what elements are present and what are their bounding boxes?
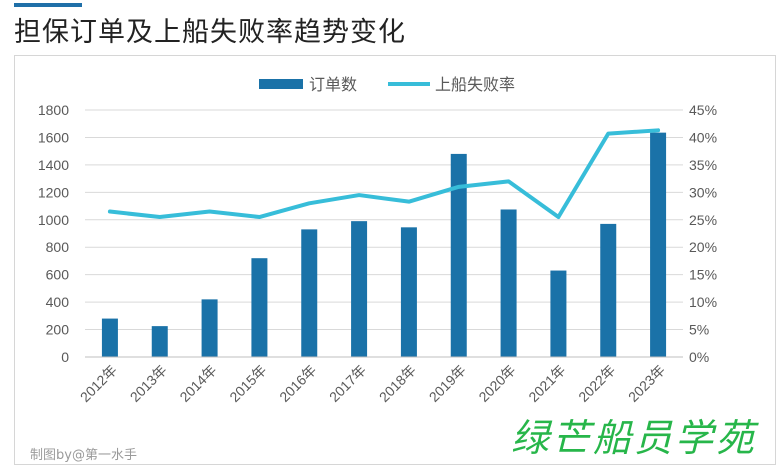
line-series xyxy=(107,128,661,220)
bar-series xyxy=(101,132,667,357)
y-left-tick-label: 400 xyxy=(46,294,70,310)
bar xyxy=(650,132,667,357)
watermark-text: 绿芒船员学苑 xyxy=(511,416,758,460)
x-tick-label: 2020年 xyxy=(475,362,518,405)
bar xyxy=(101,318,118,357)
title-accent-bar xyxy=(14,3,82,7)
combo-chart: 0 200 400 600 800 1000 1200 1400 1600 1800 0% 5% 10… xyxy=(38,75,717,405)
legend-label-line: 上船失败率 xyxy=(435,75,515,94)
gridlines xyxy=(85,109,683,331)
bar xyxy=(301,229,318,357)
legend[interactable]: 订单数 上船失败率 xyxy=(259,75,515,94)
bar xyxy=(251,258,268,357)
y-right-tick-label: 45% xyxy=(689,102,717,118)
x-tick-label: 2014年 xyxy=(176,362,219,405)
chart-area: 0 200 400 600 800 1000 1200 1400 1600 1800 0% 5% 10… xyxy=(14,55,776,465)
x-tick-label: 2013年 xyxy=(127,362,170,405)
x-tick-label: 2015年 xyxy=(226,362,269,405)
y-left-tick-label: 1000 xyxy=(38,212,69,228)
x-tick-label: 2016年 xyxy=(276,362,319,405)
y-left-tick-label: 1400 xyxy=(38,157,69,173)
y-left-tick-label: 1800 xyxy=(38,102,69,118)
x-tick-label: 2021年 xyxy=(525,362,568,405)
bar xyxy=(151,326,168,357)
bar xyxy=(500,209,517,357)
line-path xyxy=(107,128,661,220)
page-title: 担保订单及上船失败率趋势变化 xyxy=(14,17,406,48)
bar xyxy=(400,227,417,357)
y-left-tick-label: 1600 xyxy=(38,129,69,145)
y-left-tick-label: 600 xyxy=(46,267,70,283)
x-axis-ticks: 2012年 2013年 2014年 2015年 2016年 2017年 2018年 2019年… xyxy=(77,362,668,405)
legend-label-bars: 订单数 xyxy=(309,75,357,94)
bar xyxy=(600,223,617,357)
x-tick-label: 2023年 xyxy=(625,362,668,405)
y-right-tick-label: 0% xyxy=(689,349,709,365)
x-tick-label: 2019年 xyxy=(426,362,469,405)
y-right-tick-label: 35% xyxy=(689,157,717,173)
bar xyxy=(450,153,467,357)
bar xyxy=(550,270,567,357)
y-left-tick-label: 800 xyxy=(46,239,70,255)
x-tick-label: 2018年 xyxy=(376,362,419,405)
credit-text: 制图by@第一水手 xyxy=(30,448,137,463)
y-left-tick-label: 0 xyxy=(61,349,69,365)
y-right-tick-label: 15% xyxy=(689,267,717,283)
bar xyxy=(201,299,218,357)
right-axis-ticks: 0% 5% 10% 15% 20% 25% 30% 35% 40% 45% xyxy=(689,102,717,365)
y-left-tick-label: 200 xyxy=(46,322,70,338)
x-tick-label: 2017年 xyxy=(326,362,369,405)
left-axis-ticks: 0 200 400 600 800 1000 1200 1400 1600 1800 xyxy=(38,102,69,365)
x-tick-label: 2012年 xyxy=(77,362,120,405)
y-right-tick-label: 25% xyxy=(689,212,717,228)
bar xyxy=(351,221,368,357)
legend-swatch-bars xyxy=(259,79,303,89)
y-right-tick-label: 30% xyxy=(689,184,717,200)
y-left-tick-label: 1200 xyxy=(38,184,69,200)
y-right-tick-label: 40% xyxy=(689,129,717,145)
y-right-tick-label: 20% xyxy=(689,239,717,255)
y-right-tick-label: 10% xyxy=(689,294,717,310)
y-right-tick-label: 5% xyxy=(689,322,709,338)
x-tick-label: 2022年 xyxy=(575,362,618,405)
